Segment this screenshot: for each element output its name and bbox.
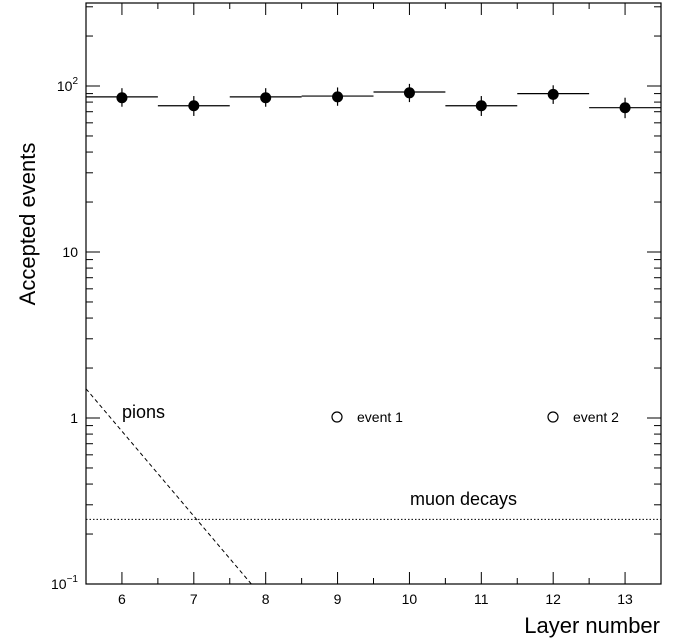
legend-label-event-2: event 2	[573, 409, 619, 425]
histogram-steps	[86, 91, 661, 109]
data-points	[116, 87, 631, 114]
y-tick-label: 10−1	[51, 574, 78, 592]
data-point	[547, 88, 559, 100]
x-ticks: 6 7 8 9 10 11 12 13	[85, 3, 662, 607]
pions-curve	[85, 388, 252, 585]
data-point	[260, 92, 272, 104]
x-axis-title: Layer number	[524, 613, 660, 638]
y-axis-title: Accepted events	[15, 143, 40, 306]
x-tick-label: 11	[474, 591, 489, 607]
x-tick-label: 6	[118, 591, 126, 607]
y-ticks: 10−1 1 10 102	[51, 6, 661, 592]
y-tick-label: 1	[70, 410, 78, 426]
pions-label: pions	[122, 402, 165, 422]
x-tick-label: 8	[262, 591, 270, 607]
plot-frame	[85, 2, 662, 585]
x-tick-label: 7	[190, 591, 198, 607]
data-point	[403, 87, 415, 99]
x-tick-label: 13	[617, 591, 633, 607]
x-tick-label: 10	[402, 591, 418, 607]
data-point	[188, 100, 200, 112]
x-tick-label: 12	[545, 591, 561, 607]
data-point	[116, 92, 128, 104]
legend-marker-event-1	[331, 411, 343, 423]
x-tick-label: 9	[334, 591, 342, 607]
legend-marker-event-2	[547, 411, 559, 423]
y-tick-label: 10	[62, 244, 78, 260]
data-point	[619, 102, 631, 114]
data-point	[475, 100, 487, 112]
pions-line	[85, 388, 252, 585]
muon-decays-label: muon decays	[410, 489, 517, 509]
legend: event 1 event 2	[331, 409, 619, 425]
y-tick-label: 102	[57, 76, 79, 94]
error-bars	[121, 83, 626, 119]
data-point	[332, 91, 344, 103]
legend-label-event-1: event 1	[357, 409, 403, 425]
